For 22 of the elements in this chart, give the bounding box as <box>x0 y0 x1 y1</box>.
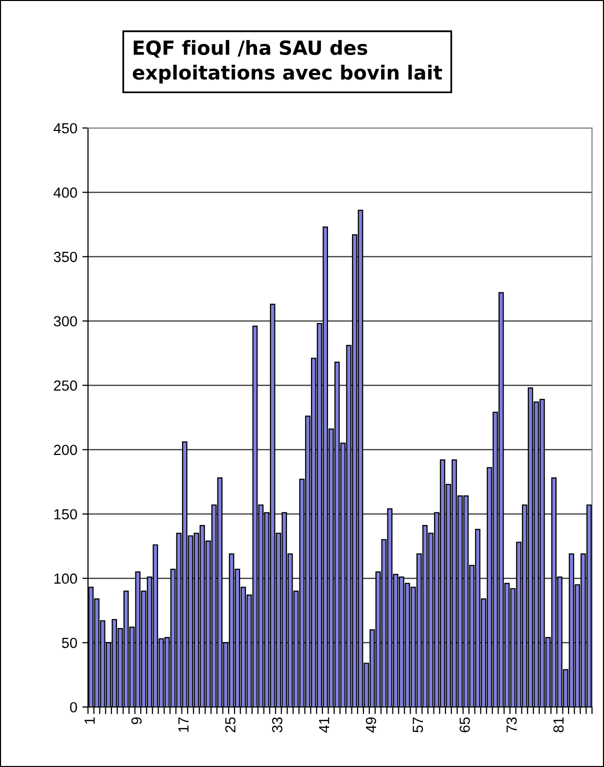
x-tick-label: 81 <box>553 717 564 732</box>
chart-title: EQF fioul /ha SAU des exploitations avec bovin lait <box>132 40 442 84</box>
x-tick-label: 65 <box>460 717 470 732</box>
x-tick-label: 73 <box>506 717 517 732</box>
y-tick-label: 50 <box>62 638 78 648</box>
y-tick-label: 300 <box>54 316 78 326</box>
y-tick-label: 250 <box>54 380 78 391</box>
x-tick-label: 57 <box>412 717 424 732</box>
y-tick-label: 150 <box>54 509 78 520</box>
y-tick-label: 100 <box>54 573 78 584</box>
y-tick-label: 400 <box>54 187 78 198</box>
x-tick-label: 9 <box>131 717 142 724</box>
y-tick-label: 200 <box>54 444 78 456</box>
x-tick-label: 41 <box>319 717 330 733</box>
y-tick-label: 350 <box>54 252 78 262</box>
y-tick-label: 450 <box>54 123 78 134</box>
x-tick-label: 49 <box>366 717 376 733</box>
x-tick-label: 1 <box>84 717 95 724</box>
x-tick-label: 25 <box>225 717 236 732</box>
y-tick-label: 0 <box>70 702 78 712</box>
x-tick-label: 33 <box>272 717 282 732</box>
x-tick-label: 17 <box>178 717 188 732</box>
